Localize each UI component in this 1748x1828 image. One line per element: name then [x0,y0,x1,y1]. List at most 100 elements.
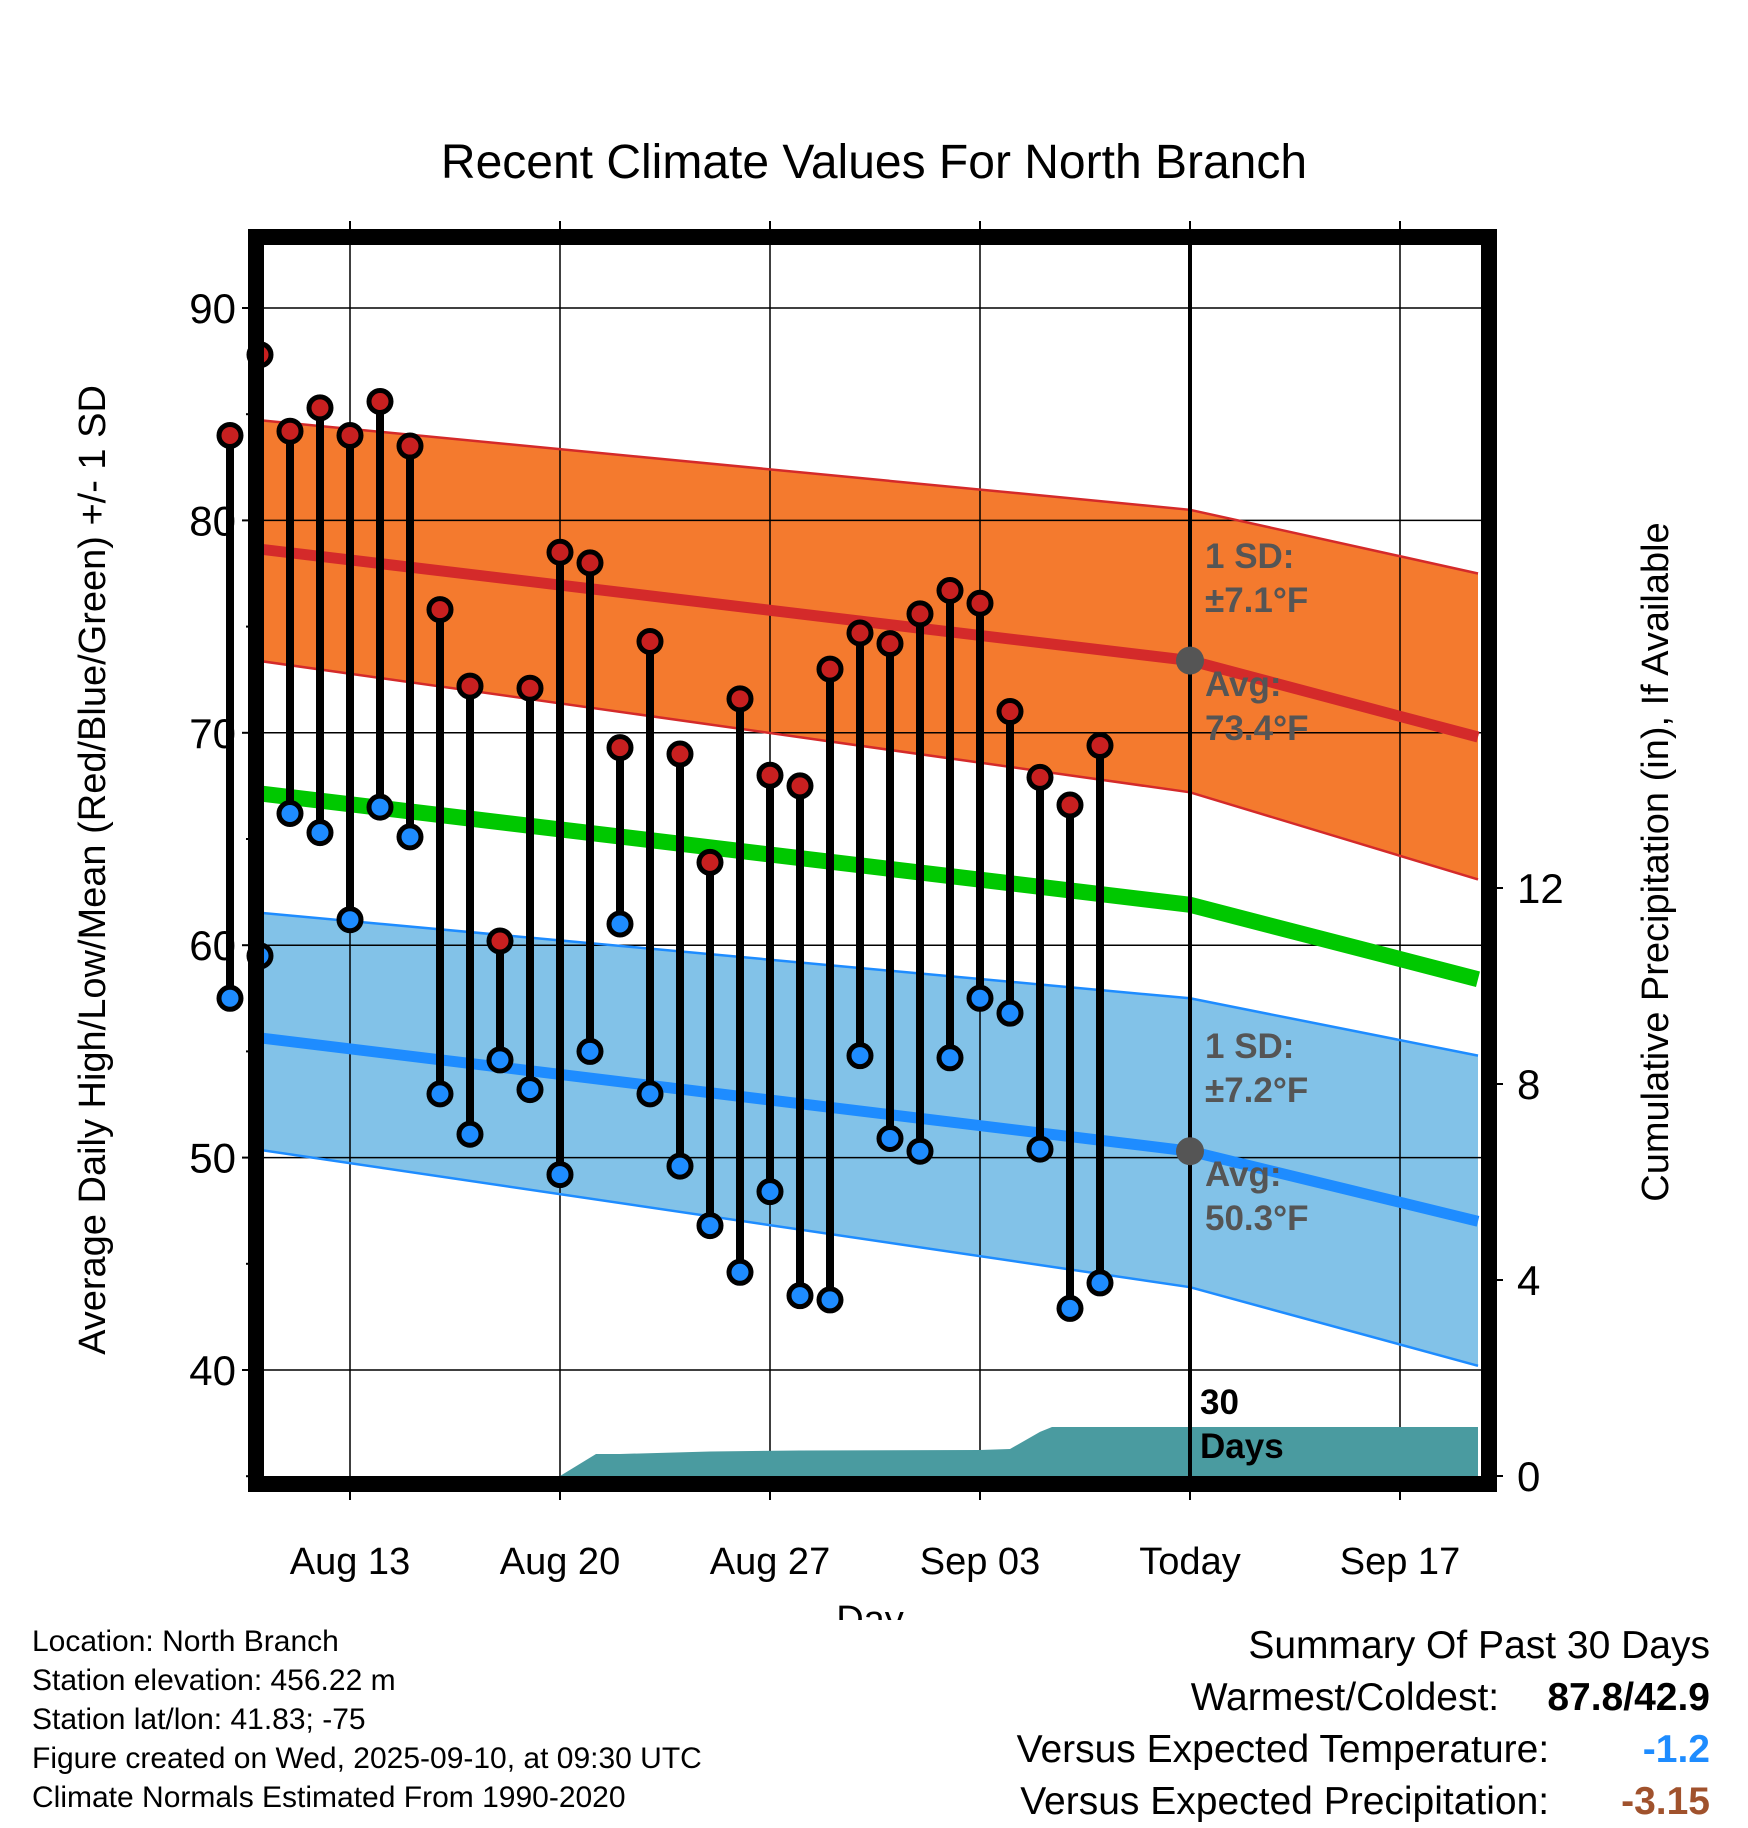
high-point [1056,791,1084,819]
high-point [516,674,544,702]
low-point [936,1044,964,1072]
chart-title: Recent Climate Values For North Branch [441,136,1307,189]
high-point [456,672,484,700]
y-tick-label: 80 [189,497,236,544]
low-point [516,1076,544,1104]
axes: 40 50 60 70 80 90 0 4 8 12 Aug 13 Aug 20 Aug 27 Sep 0… [189,221,1564,1583]
low-point [786,1282,814,1310]
low-point [276,800,304,828]
summary-precip-row: Versus Expected Precipitation: -3.15 [1017,1776,1710,1828]
y-axis-label: Average Daily High/Low/Mean (Red/Blue/Gr… [72,385,114,1355]
summary-title: Summary Of Past 30 Days [1248,1624,1710,1667]
precip-fill [264,1427,1478,1476]
warmest-label: Warmest/Coldest: [1190,1676,1500,1719]
summary-temp-row: Versus Expected Temperature: -1.2 [1017,1724,1710,1776]
low-sd-label: 1 SD: [1205,1027,1294,1066]
high-sd-label: 1 SD: [1205,537,1294,576]
period-unit: Days [1200,1427,1284,1466]
low-point [426,1080,454,1108]
high-point [846,619,874,647]
precip-area [264,1427,1478,1476]
y2-tick-label: 4 [1517,1257,1540,1304]
high-avg-value: 73.4°F [1205,709,1309,748]
high-point [636,627,664,655]
low-point [756,1178,784,1206]
y-tick-label: 60 [189,922,236,969]
today-low-avg-marker [1176,1137,1204,1166]
low-point [216,984,244,1012]
high-point [306,394,334,422]
high-avg-label: Avg: [1205,665,1281,704]
y-tick-label: 90 [189,285,236,332]
y2-tick-label: 8 [1517,1061,1540,1108]
y-tick-label: 40 [189,1347,236,1394]
temp-value: -1.2 [1642,1728,1710,1771]
temp-label: Versus Expected Temperature: [1016,1728,1550,1771]
high-point [996,698,1024,726]
high-point [216,421,244,449]
high-point [486,927,514,955]
low-sd-band [264,913,1478,1366]
low-point [846,1042,874,1070]
y-tick-label: 50 [189,1135,236,1182]
high-point [366,387,394,415]
y-tick-label: 70 [189,710,236,757]
summary-warmest-row: Warmest/Coldest: 87.8/42.9 [1017,1672,1710,1724]
location-text: Location: North Branch [32,1625,339,1658]
y2-tick-label: 0 [1517,1453,1540,1500]
low-point [1056,1294,1084,1322]
high-sd-band [264,420,1478,880]
low-point [816,1286,844,1314]
x-axis-label: Day [836,1599,904,1620]
y2-axis-label: Cumulative Precipitation (in), If Availa… [1635,522,1677,1201]
climate-chart: 40 50 60 70 80 90 0 4 8 12 Aug 13 Aug 20 Aug 27 Sep 0… [72,136,1677,1620]
plot-frame [248,229,1497,1492]
low-point [486,1046,514,1074]
low-point [666,1152,694,1180]
high-point [906,600,934,628]
plot-border [248,229,1497,1492]
low-point [636,1080,664,1108]
high-point [606,734,634,762]
high-point [756,761,784,789]
created-text: Figure created on Wed, 2025-09-10, at 09… [32,1742,702,1775]
low-point [396,823,424,851]
latlon-text: Station lat/lon: 41.83; -75 [32,1703,366,1736]
low-point [456,1120,484,1148]
high-point [816,655,844,683]
high-point [396,432,424,460]
period-count: 30 [1200,1383,1239,1422]
high-point [1026,763,1054,791]
low-point [726,1258,754,1286]
x-tick-label: Sep 17 [1340,1541,1460,1583]
high-point [726,685,754,713]
high-point [336,421,364,449]
low-point [306,819,334,847]
low-point [576,1037,604,1065]
summary-panel: Summary Of Past 30 Days Warmest/Coldest:… [1017,1620,1710,1828]
daily-points [216,341,1204,1322]
high-point [936,576,964,604]
x-tick-label: Aug 13 [290,1541,410,1583]
high-point [786,772,814,800]
high-point [426,596,454,624]
low-point [906,1137,934,1165]
low-avg-value: 50.3°F [1205,1199,1309,1238]
high-point [666,740,694,768]
low-point [966,984,994,1012]
high-sd-value: ±7.1°F [1205,581,1308,620]
high-point [546,538,574,566]
x-tick-label: Aug 27 [710,1541,830,1583]
warmest-value: 87.8/42.9 [1547,1676,1710,1719]
precip-label: Versus Expected Precipitation: [1020,1780,1550,1823]
sd-bands [264,420,1478,1366]
normals-text: Climate Normals Estimated From 1990-2020 [32,1781,626,1814]
x-tick-label: Aug 20 [500,1541,620,1583]
high-point [576,549,604,577]
precip-value: -3.15 [1621,1780,1710,1823]
low-point [606,910,634,938]
low-point [1086,1269,1114,1297]
high-point [966,589,994,617]
high-point [276,417,304,445]
low-point [336,906,364,934]
